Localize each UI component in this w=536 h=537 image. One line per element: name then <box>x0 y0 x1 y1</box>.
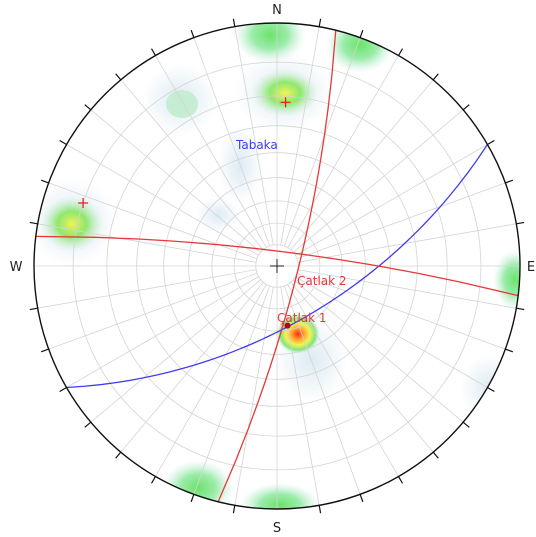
azimuth-tick <box>505 348 514 353</box>
azimuth-tick <box>462 421 470 428</box>
azimuth-tick <box>84 421 92 428</box>
azimuth-tick <box>462 104 470 111</box>
azimuth-tick <box>232 18 236 27</box>
pole-cross-marker <box>78 197 89 208</box>
azimuth-ticks <box>29 18 525 514</box>
compass-south-label: S <box>273 521 281 536</box>
grid-spoke <box>296 182 506 260</box>
azimuth-tick <box>516 307 525 311</box>
compass-west-label: W <box>10 260 23 275</box>
grid-spoke <box>48 182 258 260</box>
azimuth-tick <box>318 505 322 514</box>
grid-spoke <box>283 37 361 247</box>
grid-spoke <box>37 223 257 263</box>
contour-blob <box>40 196 104 252</box>
plane-label-catlak-1: Çatlak 1 <box>277 311 327 325</box>
grid-spoke <box>66 144 259 256</box>
grid-spoke <box>193 37 271 247</box>
azimuth-tick <box>29 221 38 225</box>
grid-spoke <box>48 272 258 350</box>
grid-spoke <box>90 109 261 253</box>
great-circle-3 <box>35 235 519 297</box>
compass-east-label: E <box>527 260 535 275</box>
contour-blob <box>234 23 306 63</box>
grid-spoke <box>293 279 464 423</box>
grid-spoke <box>297 269 517 309</box>
grid-spoke <box>283 285 361 495</box>
grid-spoke <box>66 276 259 388</box>
grid-spoke <box>290 282 434 453</box>
azimuth-tick <box>115 73 122 81</box>
primitive-circle <box>33 22 521 510</box>
pole-max-marker <box>284 322 291 329</box>
grid-spoke <box>295 276 488 388</box>
grid-spoke <box>155 284 267 477</box>
contour-blob <box>460 354 520 422</box>
contour-blob <box>166 90 198 118</box>
azimuth-tick <box>150 48 157 56</box>
grid-spoke <box>120 79 264 250</box>
azimuth-tick <box>190 494 195 503</box>
grid-spoke <box>120 282 264 453</box>
grid-spoke <box>295 144 488 256</box>
contour-blob <box>251 69 319 117</box>
azimuth-tick <box>40 348 49 353</box>
grid-spoke <box>155 55 267 248</box>
grid-spoke <box>37 269 257 309</box>
azimuth-tick <box>84 104 92 111</box>
grid-spoke <box>234 26 274 246</box>
azimuth-tick <box>40 179 49 184</box>
azimuth-tick <box>232 505 236 514</box>
azimuth-tick <box>150 476 157 484</box>
azimuth-tick <box>505 179 514 184</box>
azimuth-tick <box>397 476 404 484</box>
azimuth-tick <box>359 29 364 38</box>
pole-cross-marker <box>280 97 291 108</box>
grid-spoke <box>287 55 399 248</box>
grid-spoke <box>296 272 506 350</box>
contour-blob <box>326 23 394 73</box>
azimuth-tick <box>432 451 439 459</box>
azimuth-tick <box>359 494 364 503</box>
plane-label-catlak-2: Çatlak 2 <box>297 274 347 288</box>
grid-spoke <box>280 26 320 246</box>
azimuth-tick <box>487 139 495 146</box>
azimuth-tick <box>487 386 495 393</box>
contour-blob <box>196 197 240 233</box>
density-contours <box>34 23 520 509</box>
azimuth-tick <box>59 386 67 393</box>
contour-blob <box>493 250 520 310</box>
great-circle-2 <box>217 30 337 503</box>
grid-spoke <box>297 223 517 263</box>
grid-spoke <box>290 79 434 250</box>
grid-spoke <box>234 286 274 506</box>
azimuth-tick <box>397 48 404 56</box>
azimuth-tick <box>115 451 122 459</box>
azimuth-tick <box>190 29 195 38</box>
azimuth-tick <box>29 307 38 311</box>
contour-blob <box>240 483 320 509</box>
contour-blob <box>162 460 234 509</box>
pole-markers <box>78 97 291 329</box>
grid-spoke <box>193 285 271 495</box>
plane-label-tabaka: Tabaka <box>235 138 278 152</box>
azimuth-tick <box>59 139 67 146</box>
azimuth-tick <box>318 18 322 27</box>
compass-north-label: N <box>272 3 282 18</box>
center-cross <box>270 259 284 273</box>
azimuth-tick <box>516 221 525 225</box>
azimuth-tick <box>432 73 439 81</box>
grid-spoke <box>293 109 464 253</box>
grid-spoke <box>90 279 261 423</box>
great-circles <box>35 30 519 503</box>
